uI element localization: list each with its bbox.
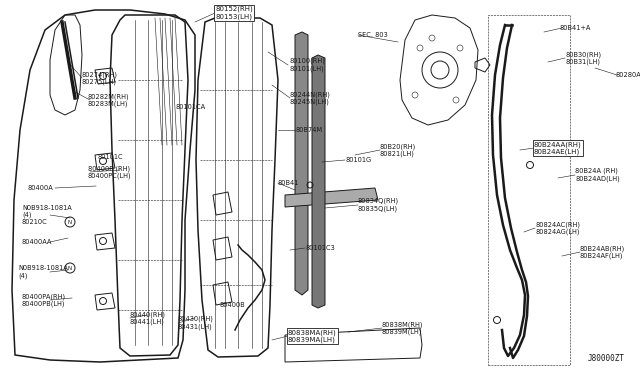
Bar	[488, 15, 570, 365]
Polygon shape	[312, 55, 325, 308]
Text: 80100(RH)
80101(LH): 80100(RH) 80101(LH)	[290, 58, 326, 72]
Text: 80824AC(RH)
80824AG(LH): 80824AC(RH) 80824AG(LH)	[535, 221, 580, 235]
Text: N0B918-1081A
(4): N0B918-1081A (4)	[18, 265, 68, 279]
Text: 80B24AA(RH)
80B24AE(LH): 80B24AA(RH) 80B24AE(LH)	[534, 141, 582, 155]
Text: N: N	[68, 266, 72, 270]
Text: 80101C3: 80101C3	[305, 245, 335, 251]
Polygon shape	[285, 188, 378, 207]
Text: 80440(RH)
80441(LH): 80440(RH) 80441(LH)	[130, 311, 166, 325]
Text: 80101CA: 80101CA	[175, 104, 205, 110]
Text: 80152(RH)
80153(LH): 80152(RH) 80153(LH)	[215, 6, 253, 20]
Polygon shape	[295, 32, 308, 295]
Text: N0B918-1081A
(4)
80210C: N0B918-1081A (4) 80210C	[22, 205, 72, 225]
Text: 80274(RH)
80275(LH): 80274(RH) 80275(LH)	[82, 71, 118, 85]
Text: 80282M(RH)
80283M(LH): 80282M(RH) 80283M(LH)	[88, 93, 130, 107]
Text: 80B41+A: 80B41+A	[560, 25, 591, 31]
Text: 80B30(RH)
80B31(LH): 80B30(RH) 80B31(LH)	[565, 51, 601, 65]
Text: 80101G: 80101G	[345, 157, 371, 163]
Text: 80B74M: 80B74M	[295, 127, 322, 133]
Text: 80400B: 80400B	[220, 302, 246, 308]
Text: 80101C: 80101C	[98, 154, 124, 160]
Text: 80838M(RH)
80839M(LH): 80838M(RH) 80839M(LH)	[382, 321, 424, 335]
Text: 80B24AB(RH)
80B24AF(LH): 80B24AB(RH) 80B24AF(LH)	[580, 245, 625, 259]
Text: 80280A: 80280A	[615, 72, 640, 78]
Text: 80400AA: 80400AA	[22, 239, 52, 245]
Text: 80400A: 80400A	[28, 185, 54, 191]
Text: J80000ZT: J80000ZT	[588, 354, 625, 363]
Text: 80400PA(RH)
80400PB(LH): 80400PA(RH) 80400PB(LH)	[22, 293, 66, 307]
Text: SEC. 803: SEC. 803	[358, 32, 388, 38]
Text: 80838MA(RH)
80839MA(LH): 80838MA(RH) 80839MA(LH)	[288, 329, 337, 343]
Text: 80B20(RH)
80821(LH): 80B20(RH) 80821(LH)	[380, 143, 416, 157]
Text: 80244N(RH)
80245N(LH): 80244N(RH) 80245N(LH)	[290, 91, 331, 105]
Text: 80B41: 80B41	[278, 180, 300, 186]
Text: N: N	[68, 219, 72, 224]
Text: 80B24A (RH)
80B24AD(LH): 80B24A (RH) 80B24AD(LH)	[575, 168, 620, 182]
Text: 80400P (RH)
80400PC(LH): 80400P (RH) 80400PC(LH)	[88, 165, 132, 179]
Text: 80834Q(RH)
80835Q(LH): 80834Q(RH) 80835Q(LH)	[358, 198, 399, 212]
Text: 80430(RH)
80431(LH): 80430(RH) 80431(LH)	[178, 316, 214, 330]
